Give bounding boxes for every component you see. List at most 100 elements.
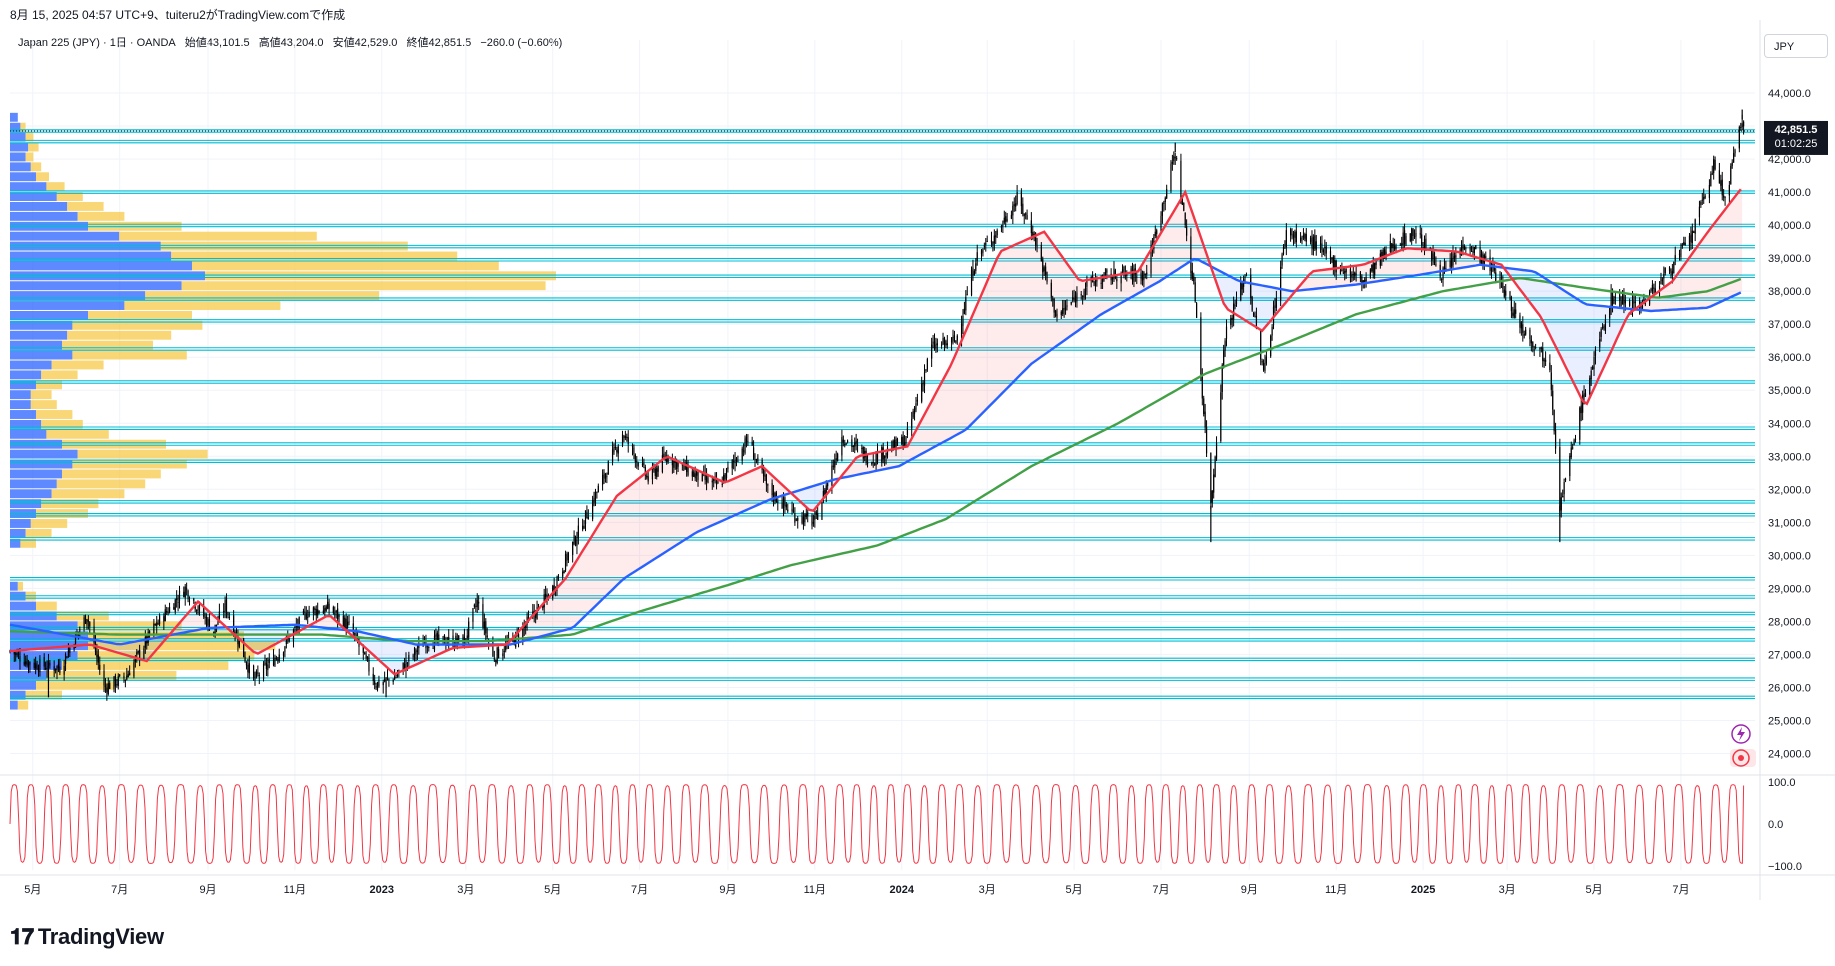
target-icon[interactable] bbox=[1730, 749, 1756, 767]
volume-bar-up bbox=[10, 370, 42, 380]
time-tick-label: 5月 bbox=[1066, 884, 1083, 896]
volume-bar-down bbox=[25, 152, 34, 162]
currency-button[interactable]: JPY bbox=[1764, 34, 1828, 58]
candle-body bbox=[1698, 206, 1701, 218]
candle-body bbox=[113, 676, 115, 689]
candle-body bbox=[1553, 409, 1555, 432]
candle-body bbox=[537, 604, 540, 606]
candle-body bbox=[1412, 229, 1414, 236]
candle-body bbox=[1264, 362, 1266, 371]
candle-body bbox=[378, 679, 380, 687]
ma-band-fill bbox=[10, 624, 167, 662]
candle-body bbox=[57, 664, 60, 669]
candle-body bbox=[1331, 257, 1333, 260]
candle-body bbox=[1475, 245, 1477, 250]
candle-body bbox=[852, 445, 854, 447]
candle-body bbox=[1223, 350, 1225, 366]
candle-body bbox=[814, 516, 816, 520]
ma-band-fill bbox=[1212, 267, 1295, 330]
volume-bar-down bbox=[77, 211, 125, 221]
candle-body bbox=[1359, 272, 1362, 279]
volume-bar-down bbox=[72, 320, 203, 330]
close-value: 終値42,851.5 bbox=[406, 37, 472, 49]
candle-body bbox=[1255, 315, 1258, 329]
candle-body bbox=[157, 623, 159, 625]
candle-body bbox=[616, 449, 618, 453]
candle-body bbox=[1211, 490, 1213, 503]
candle-body bbox=[173, 607, 175, 610]
volume-bar-down bbox=[30, 519, 68, 528]
candle-body bbox=[225, 598, 228, 614]
volume-bar-up bbox=[10, 271, 205, 281]
price-tick-label: 42,000.0 bbox=[1768, 154, 1811, 166]
candle-body bbox=[943, 337, 946, 345]
oscillator-line bbox=[9, 784, 1745, 864]
candle-body bbox=[837, 453, 839, 462]
volume-bar-up bbox=[10, 330, 68, 340]
candle-body bbox=[1015, 203, 1017, 207]
volume-bar-down bbox=[30, 162, 42, 172]
candle-body bbox=[1443, 266, 1446, 272]
candle-body bbox=[631, 444, 634, 447]
candle-body bbox=[1710, 173, 1712, 187]
candle-body bbox=[1678, 253, 1681, 256]
candle-body bbox=[822, 490, 824, 502]
candle-body bbox=[352, 623, 354, 634]
volume-bar-up bbox=[10, 340, 62, 350]
time-tick-label: 2025 bbox=[1411, 884, 1435, 896]
time-tick-label: 9月 bbox=[1241, 884, 1258, 896]
candle-body bbox=[67, 650, 70, 657]
candle-body bbox=[1123, 266, 1125, 273]
low-value: 安値42,529.0 bbox=[332, 37, 398, 49]
candle-body bbox=[673, 460, 675, 468]
candle-body bbox=[1432, 253, 1434, 259]
candle-body bbox=[1161, 203, 1164, 216]
candle-body bbox=[1394, 245, 1396, 250]
candle-body bbox=[302, 611, 305, 615]
volume-bar-up bbox=[10, 499, 42, 509]
candle-body bbox=[1463, 245, 1466, 250]
candle-body bbox=[187, 590, 189, 600]
candle-body bbox=[536, 606, 538, 620]
candle-body bbox=[757, 457, 759, 462]
candle-body bbox=[163, 616, 165, 622]
candle-body bbox=[817, 513, 819, 520]
candle-body bbox=[223, 610, 225, 613]
ma-band-fill bbox=[226, 624, 307, 654]
candle-body bbox=[1389, 241, 1391, 252]
candle-body bbox=[1045, 266, 1047, 275]
volume-bar-up bbox=[10, 261, 192, 271]
candle-body bbox=[895, 438, 897, 451]
candle-body bbox=[126, 675, 128, 680]
candle-body bbox=[556, 577, 558, 591]
candle-body bbox=[1601, 326, 1604, 329]
price-chart[interactable]: 44,000.043,000.042,000.041,000.040,000.0… bbox=[0, 0, 1835, 900]
volume-bar-down bbox=[145, 291, 380, 301]
lightning-icon[interactable] bbox=[1731, 724, 1751, 744]
candle-body bbox=[704, 472, 706, 481]
tradingview-logo[interactable]: 𝟏𝟕 TradingView bbox=[10, 924, 164, 950]
candle-body bbox=[1519, 315, 1521, 328]
candle-body bbox=[1728, 185, 1730, 196]
candle-body bbox=[874, 463, 876, 465]
candle-body bbox=[123, 676, 125, 679]
volume-bar-up bbox=[10, 400, 31, 410]
candle-body bbox=[473, 604, 475, 607]
candle-body bbox=[535, 612, 537, 618]
volume-bar-down bbox=[20, 538, 36, 548]
candle-body bbox=[1372, 263, 1374, 273]
candle-body bbox=[915, 403, 917, 410]
volume-bar-down bbox=[56, 479, 146, 489]
candle-body bbox=[1063, 308, 1065, 310]
volume-bar-up bbox=[10, 192, 57, 201]
candle-body bbox=[1450, 257, 1453, 267]
candle-body bbox=[1141, 275, 1144, 281]
symbol-info[interactable]: Japan 225 (JPY) · 1日 · OANDA bbox=[18, 37, 176, 49]
candle-body bbox=[1180, 160, 1182, 199]
candle-body bbox=[1658, 285, 1661, 292]
candle-body bbox=[587, 517, 589, 520]
candle-body bbox=[167, 612, 169, 614]
candle-body bbox=[1261, 360, 1263, 363]
candle-body bbox=[1660, 277, 1662, 285]
candle-body bbox=[1472, 251, 1474, 253]
